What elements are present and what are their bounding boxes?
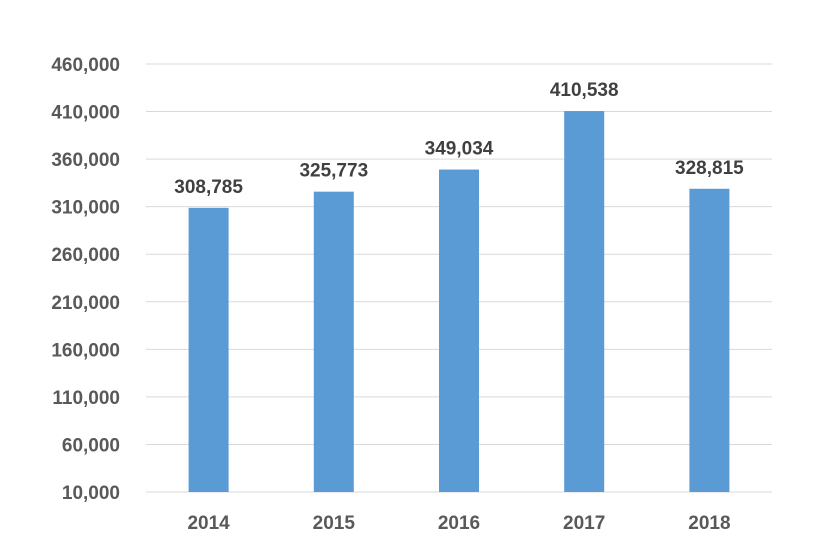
x-tick-label: 2017 [563, 513, 605, 534]
y-tick-label: 110,000 [52, 388, 120, 409]
bar-2014 [188, 207, 229, 492]
y-tick-label: 260,000 [51, 245, 120, 266]
x-tick-label: 2016 [438, 513, 480, 534]
data-label-2017: 410,538 [550, 80, 619, 101]
x-tick-label: 2015 [313, 513, 356, 534]
bar-2018 [689, 188, 730, 492]
y-tick-label: 410,000 [51, 103, 120, 124]
y-tick-label: 360,000 [51, 150, 120, 171]
y-tick-label: 310,000 [51, 198, 120, 219]
data-labels: 308,785 325,773 349,034 410,538 328,815 [174, 80, 744, 198]
x-axis-ticks: 2014 2015 2016 2017 2018 [187, 513, 730, 534]
bar-2015 [313, 191, 354, 492]
y-tick-label: 210,000 [51, 293, 120, 314]
data-label-2015: 325,773 [299, 161, 368, 182]
bar-2017 [564, 111, 605, 493]
x-tick-label: 2014 [187, 513, 230, 534]
bar-2016 [439, 169, 479, 492]
x-tick-label: 2018 [688, 513, 730, 534]
y-tick-label: 60,000 [62, 435, 120, 456]
bars [188, 111, 730, 493]
y-tick-label: 10,000 [62, 483, 120, 504]
data-label-2018: 328,815 [675, 158, 744, 179]
y-tick-label: 460,000 [51, 55, 120, 76]
y-tick-label: 160,000 [51, 340, 120, 361]
data-label-2016: 349,034 [425, 139, 494, 160]
y-axis-ticks: 10,000 60,000 110,000 160,000 210,000 260,000… [51, 55, 120, 504]
data-label-2014: 308,785 [174, 177, 243, 198]
